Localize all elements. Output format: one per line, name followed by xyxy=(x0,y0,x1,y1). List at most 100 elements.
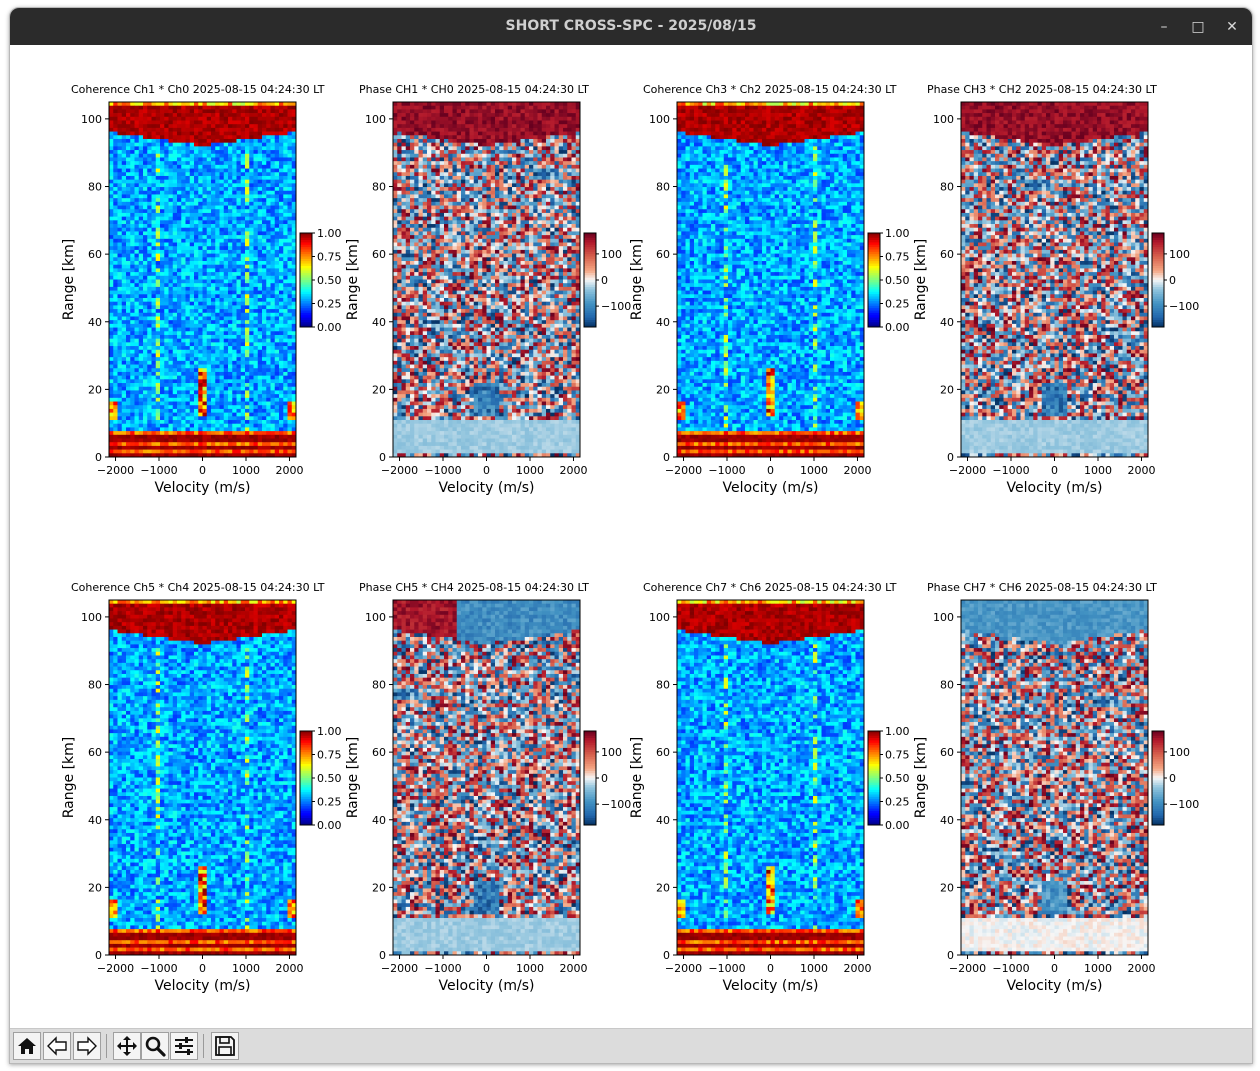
sliders-icon xyxy=(175,1037,193,1055)
y-tick-label: 40 xyxy=(88,814,102,827)
subplot-3[interactable]: Coherence Ch3 * Ch2 2025-08-15 04:24:30 … xyxy=(629,83,910,496)
home-button[interactable] xyxy=(13,1032,41,1060)
subplot-8[interactable]: Phase CH7 * CH6 2025-08-15 04:24:30 LT 0 2… xyxy=(913,581,1199,994)
y-tick-label: 0 xyxy=(947,949,954,962)
x-tick-label: 2000 xyxy=(1127,962,1155,975)
x-tick-label: 2000 xyxy=(275,464,303,477)
subplot-6[interactable]: Phase CH5 * CH4 2025-08-15 04:24:30 LT 0 2… xyxy=(345,581,631,994)
x-tick-label: 1000 xyxy=(1084,962,1112,975)
minimize-button[interactable]: – xyxy=(1153,16,1175,38)
colorbar-tick-label: 0.50 xyxy=(317,274,342,287)
colorbar-tick-label: 100 xyxy=(601,746,622,759)
x-tick-label: 0 xyxy=(483,962,490,975)
subplot-title: Coherence Ch1 * Ch0 2025-08-15 04:24:30 … xyxy=(71,83,325,96)
zoom-button[interactable] xyxy=(141,1032,169,1060)
colorbar: 100 0 −100 xyxy=(1151,730,1199,826)
y-axis-label: Range [km] xyxy=(913,737,929,819)
colorbar: 100 0 −100 xyxy=(583,232,631,328)
subplot-title: Coherence Ch7 * Ch6 2025-08-15 04:24:30 … xyxy=(643,581,897,594)
subplot-4[interactable]: Phase CH3 * CH2 2025-08-15 04:24:30 LT 0 2… xyxy=(913,83,1199,496)
x-tick-label: −1000 xyxy=(992,962,1029,975)
y-tick-label: 20 xyxy=(656,383,670,396)
y-tick-label: 40 xyxy=(372,316,386,329)
heatmap xyxy=(677,600,865,956)
y-tick-label: 80 xyxy=(656,181,670,194)
x-tick-label: −2000 xyxy=(381,464,418,477)
y-tick-label: 0 xyxy=(663,451,670,464)
y-tick-label: 60 xyxy=(372,746,386,759)
colorbar-tick-label: 1.00 xyxy=(885,227,910,240)
save-button[interactable] xyxy=(211,1032,239,1060)
heatmap xyxy=(109,600,297,956)
y-tick-label: 80 xyxy=(372,181,386,194)
configure-subplots-button[interactable] xyxy=(170,1032,198,1060)
heatmap xyxy=(109,102,297,458)
colorbar-tick-label: 0 xyxy=(601,274,608,287)
colorbar-tick-label: 0.00 xyxy=(317,321,342,334)
y-tick-label: 80 xyxy=(940,679,954,692)
y-tick-label: 20 xyxy=(372,881,386,894)
home-icon xyxy=(18,1038,36,1054)
x-axis-label: Velocity (m/s) xyxy=(439,978,535,994)
x-tick-label: −1000 xyxy=(424,962,461,975)
x-axis-label: Velocity (m/s) xyxy=(439,480,535,496)
y-tick-label: 100 xyxy=(933,611,954,624)
subplot-title: Coherence Ch3 * Ch2 2025-08-15 04:24:30 … xyxy=(643,83,897,96)
pan-button[interactable] xyxy=(113,1032,141,1060)
subplot-title: Phase CH1 * CH0 2025-08-15 04:24:30 LT xyxy=(359,83,589,96)
maximize-button[interactable]: □ xyxy=(1187,16,1209,38)
x-tick-label: 1000 xyxy=(800,962,828,975)
y-tick-label: 100 xyxy=(81,113,102,126)
forward-button[interactable] xyxy=(73,1032,101,1060)
x-tick-label: 0 xyxy=(1051,464,1058,477)
toolbar-separator xyxy=(203,1034,204,1058)
colorbar-tick-label: 0 xyxy=(601,772,608,785)
colorbar-tick-label: 100 xyxy=(1169,746,1190,759)
colorbar-tick-label: −100 xyxy=(601,798,631,811)
y-tick-label: 40 xyxy=(940,814,954,827)
x-tick-label: 1000 xyxy=(800,464,828,477)
x-tick-label: 1000 xyxy=(232,962,260,975)
y-tick-label: 80 xyxy=(88,679,102,692)
colorbar: 1.00 0.75 0.50 0.25 0.00 xyxy=(867,227,910,334)
y-tick-label: 20 xyxy=(656,881,670,894)
y-axis-label: Range [km] xyxy=(345,239,361,321)
colorbar: 1.00 0.75 0.50 0.25 0.00 xyxy=(299,725,342,832)
y-tick-label: 20 xyxy=(940,383,954,396)
subplot-7[interactable]: Coherence Ch7 * Ch6 2025-08-15 04:24:30 … xyxy=(629,581,910,994)
y-tick-label: 100 xyxy=(365,611,386,624)
x-tick-label: −2000 xyxy=(949,962,986,975)
x-axis-label: Velocity (m/s) xyxy=(155,480,251,496)
navigation-toolbar xyxy=(10,1028,1252,1063)
title-bar[interactable]: SHORT CROSS-SPC - 2025/08/15 – □ ✕ xyxy=(10,8,1252,45)
heatmap xyxy=(393,600,581,956)
subplot-title: Phase CH3 * CH2 2025-08-15 04:24:30 LT xyxy=(927,83,1157,96)
x-tick-label: −1000 xyxy=(992,464,1029,477)
x-tick-label: 0 xyxy=(767,962,774,975)
heatmap xyxy=(393,102,581,458)
colorbar-tick-label: 0.75 xyxy=(885,251,910,264)
x-tick-label: 0 xyxy=(767,464,774,477)
colorbar-tick-label: 100 xyxy=(1169,248,1190,261)
x-tick-label: 0 xyxy=(199,962,206,975)
y-tick-label: 0 xyxy=(379,949,386,962)
subplot-1[interactable]: Coherence Ch1 * Ch0 2025-08-15 04:24:30 … xyxy=(61,83,342,496)
close-button[interactable]: ✕ xyxy=(1221,16,1243,38)
figure-canvas[interactable]: Coherence Ch1 * Ch0 2025-08-15 04:24:30 … xyxy=(10,45,1252,1028)
y-tick-label: 60 xyxy=(656,746,670,759)
y-tick-label: 60 xyxy=(940,746,954,759)
y-tick-label: 100 xyxy=(649,113,670,126)
y-tick-label: 40 xyxy=(88,316,102,329)
back-button[interactable] xyxy=(43,1032,71,1060)
colorbar-tick-label: 0.00 xyxy=(885,819,910,832)
x-tick-label: −2000 xyxy=(665,464,702,477)
colorbar-tick-label: 0.75 xyxy=(885,749,910,762)
x-tick-label: −1000 xyxy=(140,962,177,975)
x-tick-label: −2000 xyxy=(665,962,702,975)
subplot-5[interactable]: Coherence Ch5 * Ch4 2025-08-15 04:24:30 … xyxy=(61,581,342,994)
subplot-2[interactable]: Phase CH1 * CH0 2025-08-15 04:24:30 LT 0 2… xyxy=(345,83,631,496)
colorbar-tick-label: 0 xyxy=(1169,274,1176,287)
move-icon xyxy=(117,1036,137,1056)
y-axis-label: Range [km] xyxy=(61,737,77,819)
figure-svg: Coherence Ch1 * Ch0 2025-08-15 04:24:30 … xyxy=(61,83,1199,994)
